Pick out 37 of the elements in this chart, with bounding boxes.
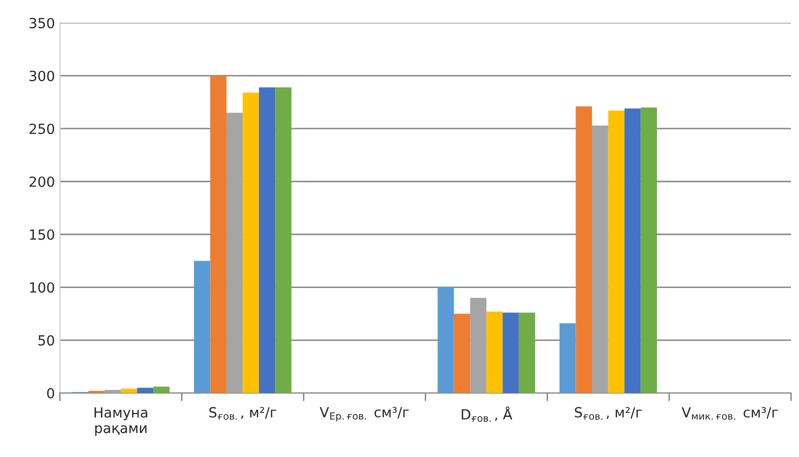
- bar: [608, 110, 624, 394]
- bar: [470, 298, 486, 394]
- y-tick-label: 350: [30, 18, 54, 28]
- bar: [502, 312, 519, 394]
- y-tick-label: 300: [30, 70, 54, 82]
- bar: [275, 87, 292, 394]
- bar: [518, 312, 536, 394]
- y-tick-label: 0: [47, 388, 54, 398]
- y-tick-label: 150: [30, 229, 54, 240]
- bar: [486, 312, 503, 394]
- bar: [576, 106, 592, 394]
- x-tick-label: V$_{Ер.ғов.}$ см³/г: [320, 406, 409, 422]
- x-tick-label: V$_{мик.ғов.}$ см³/г: [682, 407, 778, 420]
- bar: [88, 390, 105, 394]
- bar: [592, 125, 608, 394]
- bar: [242, 92, 259, 394]
- x-tick-label: Намуна рақами: [94, 407, 148, 436]
- bar: [560, 323, 576, 394]
- x-tick-label: S$_{ғов.}$, м²/г: [209, 407, 276, 420]
- x-tick-label: D$_{ғов.}$, Å: [462, 406, 512, 422]
- bar: [454, 314, 470, 394]
- bar: [624, 108, 641, 394]
- bar: [137, 388, 154, 394]
- y-tick-label: 200: [30, 176, 54, 187]
- y-tick-label: 100: [30, 282, 54, 293]
- y-tick-label: 50: [38, 335, 54, 346]
- bar: [153, 386, 170, 394]
- bar: [640, 107, 657, 394]
- x-tick-label: S$_{ғов.}$, м²/г: [574, 407, 642, 420]
- bar: [438, 287, 454, 394]
- bar: [210, 76, 226, 394]
- bar: [258, 87, 276, 394]
- y-tick-label: 250: [30, 124, 54, 134]
- bar: [194, 260, 210, 394]
- bar: [120, 388, 138, 394]
- bar: [104, 390, 121, 394]
- bar: [226, 112, 243, 394]
